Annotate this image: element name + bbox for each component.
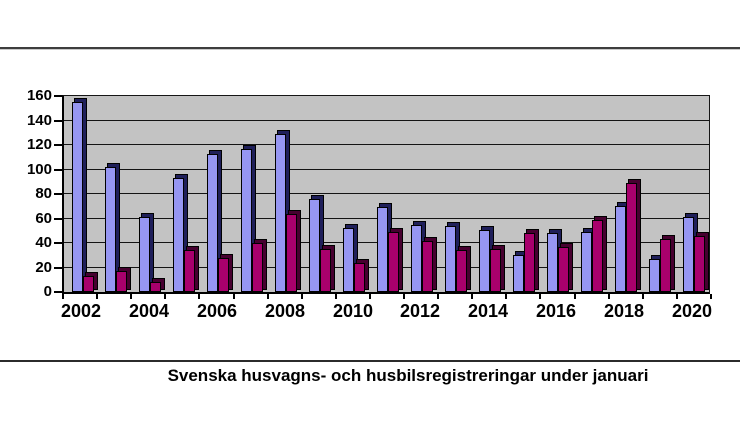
y-axis-label: 160 [26, 87, 52, 104]
bar-husbilsregistreringar-2011 [388, 232, 399, 292]
bar-husbilsregistreringar-2015 [524, 233, 535, 292]
bar-husvagnsregistreringar-2008 [275, 134, 286, 292]
y-axis-label: 60 [35, 210, 52, 227]
x-axis-label: 2016 [535, 301, 577, 321]
bar-husbilsregistreringar-2006 [218, 258, 229, 292]
x-axis-tick [96, 294, 98, 299]
y-axis-label: 100 [26, 161, 52, 178]
bar-husvagnsregistreringar-2014 [479, 230, 490, 292]
x-axis-tick [164, 294, 166, 299]
y-axis-label: 140 [26, 112, 52, 129]
x-axis-tick [198, 294, 200, 299]
bar-chart: 0 20 40 60 80 100 120 140 160 2002 2004 2006 2008 201… [26, 87, 713, 321]
bar-husbilsregistreringar-2020 [694, 236, 705, 292]
bar-husbilsregistreringar-2004 [150, 282, 161, 292]
gridline [64, 119, 709, 121]
bar-husbilsregistreringar-2016 [558, 247, 569, 292]
bar-husbilsregistreringar-2014 [490, 249, 501, 292]
x-axis-label: 2004 [128, 301, 170, 321]
x-axis-tick [233, 294, 235, 299]
x-axis-tick [471, 294, 473, 299]
y-axis-tick [54, 242, 62, 244]
bar-husvagnsregistreringar-2020 [683, 217, 694, 292]
y-axis-label: 40 [35, 234, 52, 251]
x-axis-tick [539, 294, 541, 299]
x-axis-tick [369, 294, 371, 299]
y-axis-label: 80 [35, 185, 52, 202]
bar-husbilsregistreringar-2005 [184, 250, 195, 292]
x-axis-label: 2012 [399, 301, 441, 321]
bar-husvagnsregistreringar-2016 [547, 233, 558, 292]
bar-husvagnsregistreringar-2011 [377, 207, 388, 292]
y-axis-tick [54, 193, 62, 195]
bar-husbilsregistreringar-2003 [116, 271, 127, 292]
y-axis-tick [54, 120, 62, 122]
bar-husbilsregistreringar-2007 [252, 243, 263, 292]
top-divider-highlight [0, 49, 740, 50]
bar-husbilsregistreringar-2010 [354, 263, 365, 292]
y-axis-tick [54, 218, 62, 220]
bar-husvagnsregistreringar-2013 [445, 226, 456, 292]
y-axis-tick [54, 95, 62, 97]
x-axis-label: 2002 [60, 301, 102, 321]
bar-husvagnsregistreringar-2015 [513, 255, 524, 292]
plot-area [62, 95, 710, 294]
bar-husbilsregistreringar-2019 [660, 239, 671, 292]
gridline [64, 193, 709, 194]
top-divider [0, 47, 740, 49]
bar-husvagnsregistreringar-2002 [72, 102, 83, 292]
x-axis-label: 2014 [467, 301, 509, 321]
x-axis-label: 2010 [332, 301, 374, 321]
gridline [64, 144, 709, 145]
x-axis-tick [301, 294, 303, 299]
x-axis-tick [710, 294, 712, 299]
bar-husbilsregistreringar-2012 [422, 241, 433, 292]
x-axis-tick [608, 294, 610, 299]
y-axis-tick [54, 267, 62, 269]
bar-husbilsregistreringar-2017 [592, 220, 603, 292]
x-axis-tick [335, 294, 337, 299]
y-axis-label: 20 [35, 259, 52, 276]
y-axis-tick [54, 169, 62, 171]
y-axis-label: 120 [26, 136, 52, 153]
x-axis-tick [437, 294, 439, 299]
x-axis-tick [62, 294, 64, 299]
x-axis-tick [676, 294, 678, 299]
bar-husvagnsregistreringar-2004 [139, 217, 150, 292]
chart-title: Svenska husvagns- och husbilsregistrerin… [167, 366, 649, 385]
bar-husbilsregistreringar-2018 [626, 183, 637, 292]
gridline [64, 168, 709, 170]
bar-husvagnsregistreringar-2009 [309, 199, 320, 292]
x-axis-tick [505, 294, 507, 299]
x-axis-label: 2006 [196, 301, 238, 321]
x-axis-label: 2008 [264, 301, 306, 321]
bar-husvagnsregistreringar-2019 [649, 259, 660, 292]
bar-husvagnsregistreringar-2005 [173, 178, 184, 292]
y-axis-tick [54, 291, 62, 293]
y-axis-tick [54, 144, 62, 146]
bar-husbilsregistreringar-2002 [83, 276, 94, 292]
bar-husvagnsregistreringar-2006 [207, 154, 218, 292]
y-axis-label: 0 [43, 283, 52, 300]
x-axis-label: 2020 [671, 301, 713, 321]
bar-husvagnsregistreringar-2003 [105, 167, 116, 292]
bar-husvagnsregistreringar-2018 [615, 206, 626, 292]
bar-husbilsregistreringar-2008 [286, 214, 297, 292]
bottom-divider [0, 360, 740, 362]
bar-husvagnsregistreringar-2012 [411, 225, 422, 292]
bar-husbilsregistreringar-2013 [456, 250, 467, 292]
x-axis-label: 2018 [603, 301, 645, 321]
x-axis-tick [642, 294, 644, 299]
x-axis-tick [574, 294, 576, 299]
bar-husvagnsregistreringar-2017 [581, 232, 592, 292]
x-axis-tick [267, 294, 269, 299]
x-axis-tick [130, 294, 132, 299]
bar-husvagnsregistreringar-2007 [241, 149, 252, 292]
x-axis-tick [403, 294, 405, 299]
bar-husbilsregistreringar-2009 [320, 249, 331, 292]
bar-husvagnsregistreringar-2010 [343, 228, 354, 292]
